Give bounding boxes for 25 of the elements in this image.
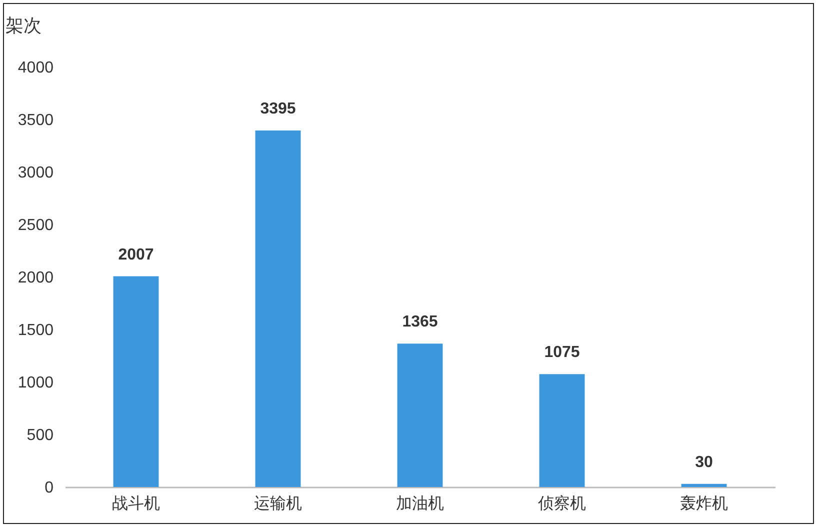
x-tick-label: 战斗机 — [112, 494, 160, 512]
y-tick-label: 2000 — [18, 270, 54, 286]
data-label: 2007 — [118, 246, 154, 264]
bar — [681, 484, 727, 487]
data-label: 1365 — [402, 314, 438, 331]
bar — [255, 130, 301, 487]
y-tick-label: 2500 — [18, 217, 54, 234]
bar — [397, 344, 443, 487]
y-tick-label: 4000 — [18, 60, 54, 76]
data-label: 1075 — [544, 344, 580, 362]
data-label: 30 — [695, 454, 713, 471]
y-axis-title: 架次 — [6, 16, 42, 36]
y-tick-label: 0 — [44, 480, 54, 496]
bar — [113, 276, 159, 487]
y-tick-label: 500 — [26, 427, 54, 444]
y-tick-label: 3000 — [18, 164, 54, 182]
data-label: 3395 — [260, 100, 296, 118]
y-tick-label: 3500 — [18, 112, 54, 129]
y-tick-label: 1500 — [18, 322, 54, 339]
x-tick-label: 运输机 — [254, 494, 302, 512]
x-tick-label: 轰炸机 — [680, 494, 728, 512]
y-tick-label: 1000 — [18, 374, 54, 392]
x-tick-label: 侦察机 — [537, 494, 586, 512]
x-tick-label: 加油机 — [396, 494, 444, 512]
bar — [539, 374, 585, 487]
